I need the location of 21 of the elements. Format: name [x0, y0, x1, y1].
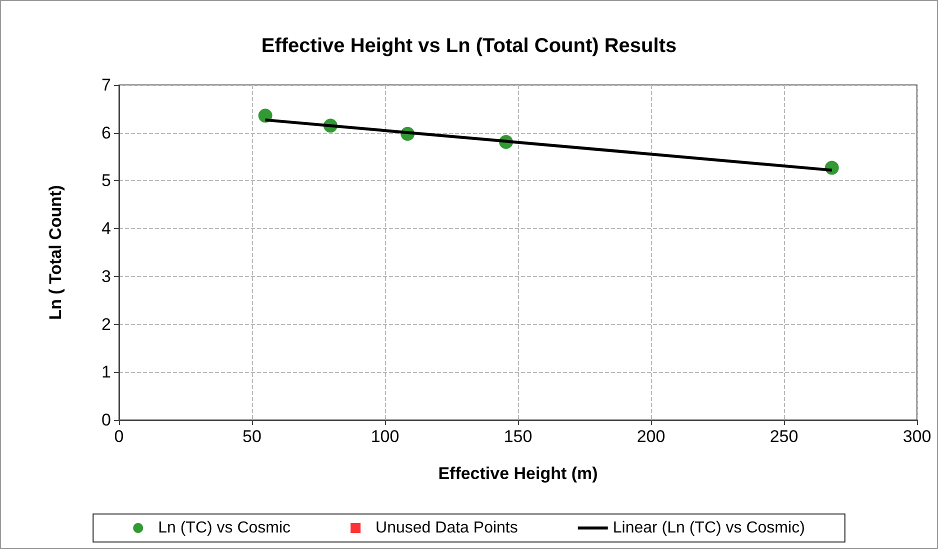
legend-label: Unused Data Points	[376, 520, 518, 536]
y-axis-title: Ln ( Total Count)	[46, 185, 65, 320]
y-tick-label: 3	[102, 266, 111, 286]
y-tick-label: 2	[102, 314, 111, 334]
y-tick-label: 1	[102, 362, 111, 382]
legend-label: Linear (Ln (TC) vs Cosmic)	[612, 520, 805, 536]
x-tick-label: 200	[636, 427, 666, 446]
y-tick-label: 7	[102, 76, 111, 94]
y-tick-label: 0	[102, 410, 111, 430]
x-tick-label: 250	[770, 427, 798, 446]
y-tick-label: 4	[102, 219, 111, 238]
y-tick-label: 6	[102, 123, 111, 142]
x-tick-label: 300	[902, 427, 932, 446]
x-axis-title: Effective Height (m)	[438, 464, 598, 483]
x-tick-label: 50	[242, 427, 262, 446]
x-tick-label: 150	[504, 427, 532, 446]
legend-label: Ln (TC) vs Cosmic	[158, 520, 291, 536]
x-tick-label: 0	[114, 427, 124, 446]
x-tick-label: 100	[370, 427, 400, 446]
y-tick-label: 5	[102, 171, 111, 190]
chart-title: Effective Height vs Ln (Total Count) Results	[261, 35, 677, 57]
